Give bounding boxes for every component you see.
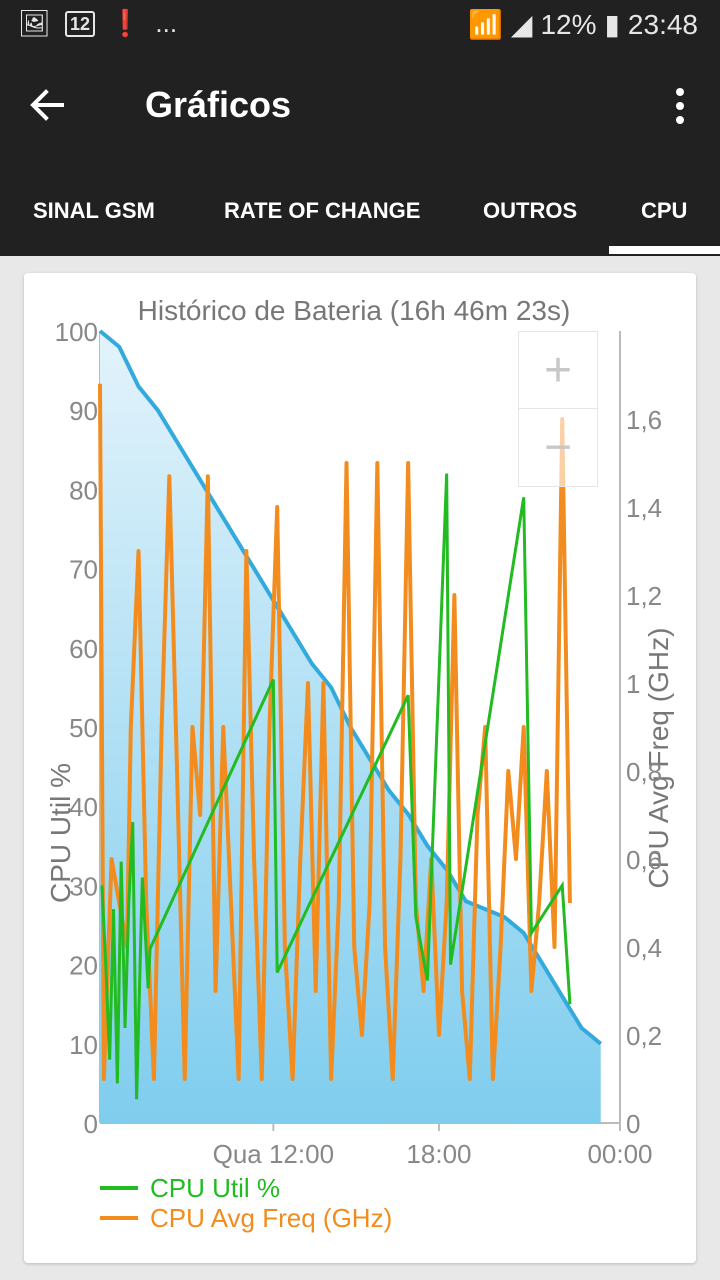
page-title: Gráficos <box>145 84 292 125</box>
y-tick-right: 1,4 <box>626 493 662 523</box>
image-icon: 🖼 <box>18 8 52 38</box>
x-tick-label: 18:00 <box>406 1139 471 1169</box>
zoom-out-button[interactable]: − <box>543 421 573 474</box>
legend-cpu-util: CPU Util % <box>150 1173 280 1203</box>
y-tick-left: 10 <box>69 1030 98 1060</box>
y-tick-left: 60 <box>69 634 98 664</box>
y-tick-left: 20 <box>69 951 98 981</box>
y-tick-left: 100 <box>55 317 98 347</box>
overflow-menu-icon[interactable] <box>670 86 690 126</box>
tab-sinal-gsm[interactable]: SINAL GSM <box>33 198 155 223</box>
chart-title: Histórico de Bateria (16h 46m 23s) <box>138 295 571 326</box>
status-bar: 🖼 12 ❗ ... 📶 ◢ 12% ▮ 23:48 <box>0 0 720 50</box>
signal-icon: ◢ <box>510 9 533 40</box>
y-tick-right: 0,4 <box>626 933 662 963</box>
y-tick-right: 1 <box>626 669 640 699</box>
more-notifications: ... <box>155 8 178 38</box>
zoom-in-button[interactable]: + <box>543 344 573 397</box>
y-tick-left: 70 <box>69 555 98 585</box>
clock: 23:48 <box>627 8 698 40</box>
y-tick-left: 0 <box>84 1109 98 1139</box>
y-tick-left: 80 <box>69 475 98 505</box>
y-tick-right: 1,6 <box>626 405 662 435</box>
plot-area: 0 10 20 30 40 50 60 70 80 90 100 0 0,2 0,4 0,6 0,8 1 1,2 1… <box>55 317 663 1169</box>
cpu-util-series <box>100 473 572 1100</box>
y-tick-right: 1,2 <box>626 581 662 611</box>
tab-indicator <box>609 246 720 254</box>
back-arrow-icon[interactable] <box>26 84 68 126</box>
zoom-controls: + − <box>518 331 598 487</box>
x-tick-label: Qua 12:00 <box>213 1139 334 1169</box>
tab-cpu[interactable]: CPU <box>641 198 688 223</box>
y-tick-left: 40 <box>69 792 98 822</box>
app-bar: Gráficos SINAL GSM RATE OF CHANGE OUTROS… <box>0 50 720 256</box>
tab-rate-of-change[interactable]: RATE OF CHANGE <box>224 198 421 223</box>
y-tick-right: 0,6 <box>626 845 662 875</box>
tab-bar: SINAL GSM RATE OF CHANGE OUTROS CPU <box>0 180 720 256</box>
zoom-divider <box>519 408 597 409</box>
x-tick-label: 00:00 <box>587 1139 652 1169</box>
y-axis-label-right: CPU Avg Freq (GHz) <box>643 628 674 889</box>
y-tick-left: 30 <box>69 871 98 901</box>
cpu-freq-series <box>98 383 572 1081</box>
y-tick-left: 90 <box>69 396 98 426</box>
tab-outros[interactable]: OUTROS <box>483 198 578 223</box>
battery-history-chart[interactable]: Histórico de Bateria (16h 46m 23s) CPU U… <box>24 273 696 1263</box>
y-axis-label-left: CPU Util % <box>45 763 76 903</box>
battery-icon: ▮ <box>604 9 620 40</box>
y-tick-right: 0 <box>626 1109 640 1139</box>
legend: CPU Util % CPU Avg Freq (GHz) <box>100 1173 392 1233</box>
wifi-icon: 📶 <box>468 9 503 40</box>
y-tick-right: 0,8 <box>626 757 662 787</box>
battery-percent: 12% <box>540 8 597 40</box>
notification-badge: 12 <box>65 10 96 37</box>
alert-icon: ❗ <box>109 8 142 38</box>
chart-card: Histórico de Bateria (16h 46m 23s) CPU U… <box>24 273 696 1263</box>
y-tick-right: 0,2 <box>626 1021 662 1051</box>
y-tick-left: 50 <box>69 713 98 743</box>
legend-cpu-freq: CPU Avg Freq (GHz) <box>150 1203 392 1233</box>
